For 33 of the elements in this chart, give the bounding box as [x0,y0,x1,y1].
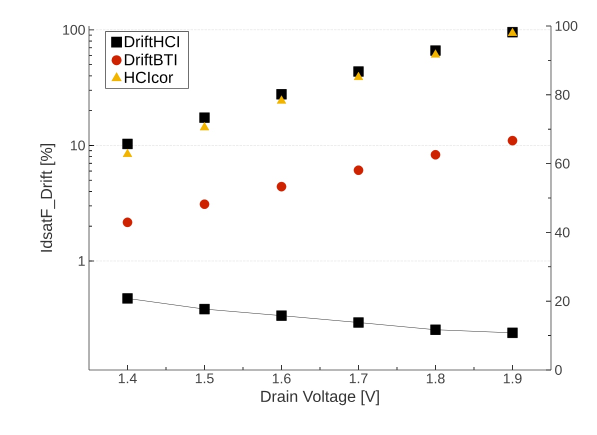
point [276,182,286,192]
y-tick-label: 10 [70,140,85,150]
point [354,72,364,80]
y-tick-label: 1 [78,256,85,266]
point [200,199,210,210]
x-tick-label: 1.6 [272,374,291,384]
point [508,136,518,146]
y2-tick-label: 40 [554,227,570,238]
x-tick-label: 1.4 [118,374,137,384]
point [354,165,364,176]
point [430,49,440,58]
point [122,218,132,228]
x-tick-label: 1.8 [426,374,445,384]
y2-tick-label: 80 [555,90,570,100]
legend-label: DriftHCI [124,36,179,48]
x-tick-label: 1.5 [196,374,214,384]
y-tick-label: 100 [63,24,85,35]
point [199,112,210,123]
y-axis-title: IdsatF_Drift [%] [40,144,56,252]
point [276,95,286,104]
point [430,150,440,160]
x-axis-title: Drain Voltage [V] [261,390,379,406]
x-tick-label: 1.9 [504,374,522,384]
y2-tick-label: 60 [555,158,570,169]
point [122,138,133,150]
legend-label: DriftBTI [124,54,176,66]
point [200,122,210,130]
x-tick-label: 1.7 [350,374,368,384]
y2-tick-label: 20 [555,296,570,306]
y2-tick-label: 100 [556,21,578,31]
point [122,148,132,157]
legend-label: HCIcor [124,72,174,84]
y2-tick-label: 0 [555,365,562,375]
